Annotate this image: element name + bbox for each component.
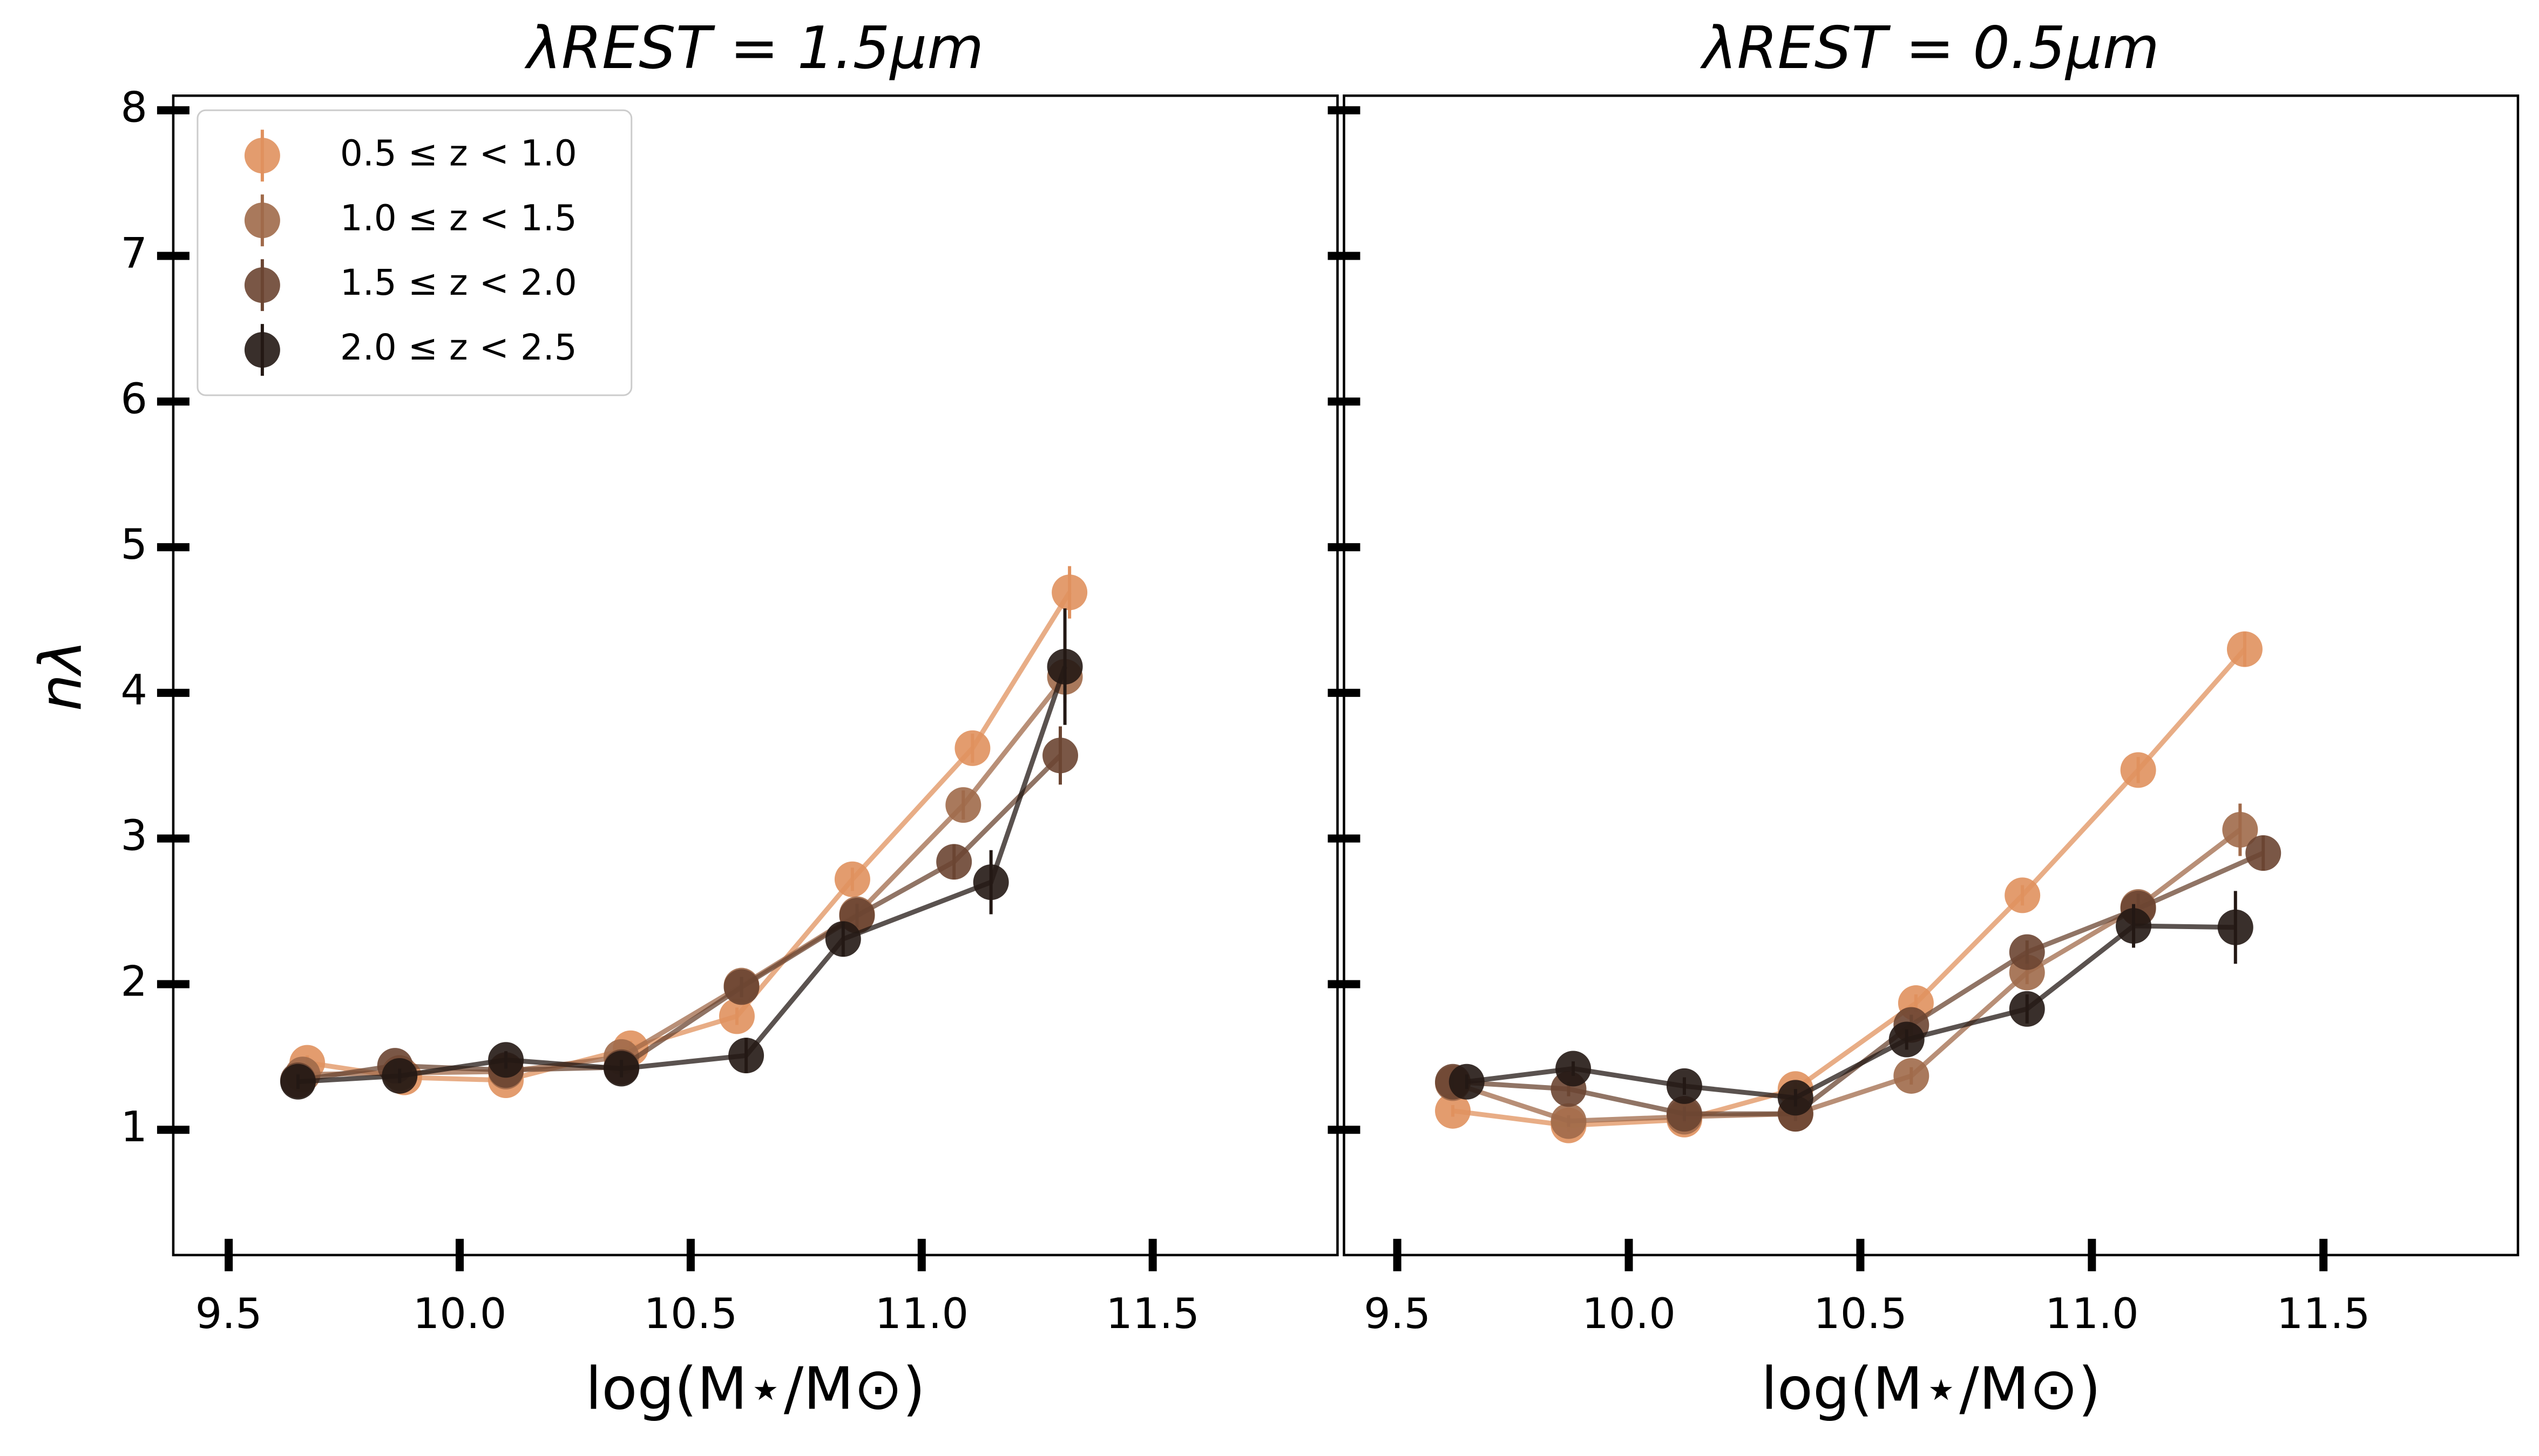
data-point [1777, 1080, 1813, 1116]
data-point [825, 921, 861, 957]
y-tick-label: 5 [120, 520, 147, 569]
legend-label: 1.0 ≤ z < 1.5 [340, 197, 577, 239]
legend-marker [244, 332, 280, 368]
data-point [2222, 812, 2258, 848]
x-axis-label: log(M⋆/M⊙) [585, 1356, 925, 1423]
data-point [2116, 908, 2152, 944]
y-tick-label: 2 [120, 957, 147, 1006]
x-tick-label: 10.5 [1813, 1290, 1907, 1338]
data-point [2005, 877, 2041, 913]
data-point [2009, 991, 2045, 1027]
chart-title: λREST = 1.5μm [524, 15, 984, 82]
data-point [954, 730, 991, 766]
x-tick-label: 9.5 [1364, 1290, 1431, 1338]
series-line [1452, 647, 2247, 1128]
legend-label: 0.5 ≤ z < 1.0 [340, 132, 577, 174]
x-tick-label: 11.5 [1106, 1290, 1200, 1338]
y-tick-label: 8 [120, 84, 147, 132]
x-tick-label: 11.0 [875, 1290, 969, 1338]
data-point [936, 844, 972, 880]
data-point [973, 864, 1009, 900]
series-line [297, 666, 1067, 1085]
data-point [382, 1058, 418, 1094]
y-tick-label: 6 [120, 375, 147, 423]
data-point [280, 1064, 316, 1100]
data-point [2120, 752, 2156, 788]
data-point [1448, 1064, 1485, 1100]
data-point [488, 1042, 524, 1078]
x-tick-label: 10.0 [1582, 1290, 1676, 1338]
data-point [604, 1051, 640, 1087]
data-point [2226, 631, 2263, 667]
legend-marker [244, 267, 280, 303]
y-tick-label: 4 [120, 666, 147, 715]
x-tick-label: 9.5 [195, 1290, 262, 1338]
series-line [307, 591, 1072, 1083]
data-point [834, 861, 870, 897]
data-point [719, 998, 755, 1034]
data-point [1888, 1021, 1925, 1058]
plot-frame [172, 94, 1339, 1257]
data-point [1893, 1058, 1929, 1094]
data-point [2009, 934, 2045, 970]
legend-box [197, 109, 633, 396]
x-tick-label: 11.0 [2045, 1290, 2139, 1338]
x-axis-label: log(M⋆/M⊙) [1761, 1356, 2101, 1423]
legend-label: 2.0 ≤ z < 2.5 [340, 327, 577, 368]
data-point [728, 1038, 764, 1074]
chart-title: λREST = 0.5μm [1700, 15, 2159, 82]
series-line [1466, 923, 2236, 1101]
data-point [945, 787, 981, 823]
legend-label: 1.5 ≤ z < 2.0 [340, 262, 577, 303]
data-point [2217, 909, 2253, 945]
data-point [1047, 648, 1083, 685]
legend-marker [244, 138, 280, 174]
data-point [2245, 835, 2281, 871]
y-tick-label: 3 [120, 812, 147, 861]
x-tick-label: 10.5 [644, 1290, 738, 1338]
x-tick-label: 11.5 [2277, 1290, 2371, 1338]
data-point [1555, 1051, 1592, 1087]
y-tick-label: 7 [120, 229, 147, 277]
data-point [1052, 574, 1088, 611]
legend-marker [244, 202, 280, 239]
y-axis-label: nλ [28, 640, 95, 711]
data-point [1551, 1103, 1587, 1139]
data-point [1666, 1068, 1702, 1104]
plot-frame [1343, 94, 2520, 1257]
data-point [1042, 737, 1079, 774]
x-tick-label: 10.0 [413, 1290, 507, 1338]
y-tick-label: 1 [120, 1103, 147, 1152]
data-point [1435, 1093, 1471, 1129]
data-point [1666, 1096, 1702, 1132]
data-point [723, 969, 760, 1005]
